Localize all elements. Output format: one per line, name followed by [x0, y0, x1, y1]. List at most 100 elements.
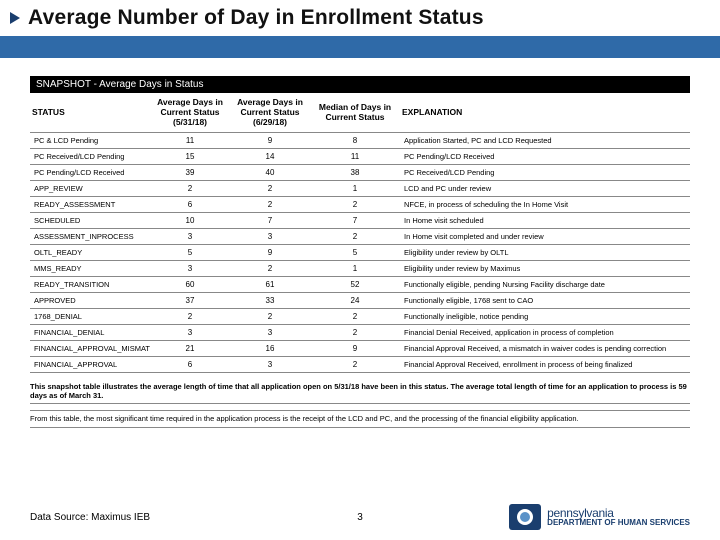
cell-explanation: Functionally ineligible, notice pending: [400, 308, 690, 324]
cell-value: 16: [230, 340, 310, 356]
cell-explanation: Financial Approval Received, enrollment …: [400, 356, 690, 372]
cell-value: 9: [230, 244, 310, 260]
accent-band: [0, 36, 720, 58]
title-arrow-icon: [10, 12, 20, 24]
cell-value: 40: [230, 164, 310, 180]
cell-explanation: Financial Denial Received, application i…: [400, 324, 690, 340]
col-avg-1: Average Days in Current Status (5/31/18): [150, 93, 230, 132]
cell-value: 38: [310, 164, 400, 180]
col-avg-2: Average Days in Current Status (6/29/18): [230, 93, 310, 132]
cell-explanation: Eligibility under review by OLTL: [400, 244, 690, 260]
table-row: PC Pending/LCD Received394038PC Received…: [30, 164, 690, 180]
table-row: APP_REVIEW221LCD and PC under review: [30, 180, 690, 196]
notes-block: This snapshot table illustrates the aver…: [30, 379, 690, 428]
note-detail: From this table, the most significant ti…: [30, 411, 690, 427]
cell-value: 6: [150, 196, 230, 212]
table-body: PC & LCD Pending1198Application Started,…: [30, 132, 690, 372]
cell-value: 2: [310, 196, 400, 212]
cell-status: FINANCIAL_DENIAL: [30, 324, 150, 340]
pa-dhs-logo: pennsylvania DEPARTMENT OF HUMAN SERVICE…: [509, 504, 690, 530]
keystone-icon: [509, 504, 541, 530]
cell-value: 37: [150, 292, 230, 308]
cell-value: 2: [230, 308, 310, 324]
cell-explanation: NFCE, in process of scheduling the In Ho…: [400, 196, 690, 212]
cell-value: 8: [310, 132, 400, 148]
note-spacer: [30, 404, 690, 411]
col-median: Median of Days in Current Status: [310, 93, 400, 132]
title-bar: Average Number of Day in Enrollment Stat…: [0, 0, 720, 34]
cell-status: ASSESSMENT_INPROCESS: [30, 228, 150, 244]
cell-value: 1: [310, 260, 400, 276]
cell-value: 52: [310, 276, 400, 292]
cell-value: 24: [310, 292, 400, 308]
cell-explanation: Eligibility under review by Maximus: [400, 260, 690, 276]
cell-value: 3: [230, 228, 310, 244]
cell-explanation: PC Pending/LCD Received: [400, 148, 690, 164]
cell-value: 2: [310, 308, 400, 324]
cell-value: 14: [230, 148, 310, 164]
table-row: MMS_READY321Eligibility under review by …: [30, 260, 690, 276]
cell-status: APP_REVIEW: [30, 180, 150, 196]
cell-value: 2: [230, 196, 310, 212]
snapshot-header: SNAPSHOT - Average Days in Status: [30, 76, 690, 93]
cell-value: 21: [150, 340, 230, 356]
cell-value: 3: [150, 228, 230, 244]
cell-value: 5: [150, 244, 230, 260]
cell-explanation: Financial Approval Received, a mismatch …: [400, 340, 690, 356]
cell-status: FINANCIAL_APPROVAL_MISMATCH: [30, 340, 150, 356]
cell-value: 2: [230, 260, 310, 276]
cell-status: PC & LCD Pending: [30, 132, 150, 148]
cell-value: 39: [150, 164, 230, 180]
cell-value: 61: [230, 276, 310, 292]
data-source: Data Source: Maximus IEB: [30, 512, 150, 523]
cell-value: 7: [310, 212, 400, 228]
footer: Data Source: Maximus IEB 3 pennsylvania …: [0, 504, 720, 530]
cell-status: MMS_READY: [30, 260, 150, 276]
cell-value: 60: [150, 276, 230, 292]
cell-status: APPROVED: [30, 292, 150, 308]
cell-value: 2: [150, 308, 230, 324]
cell-explanation: PC Received/LCD Pending: [400, 164, 690, 180]
cell-status: SCHEDULED: [30, 212, 150, 228]
table-row: ASSESSMENT_INPROCESS332In Home visit com…: [30, 228, 690, 244]
cell-value: 2: [310, 356, 400, 372]
cell-value: 6: [150, 356, 230, 372]
cell-status: FINANCIAL_APPROVAL: [30, 356, 150, 372]
cell-value: 9: [230, 132, 310, 148]
logo-line-2: DEPARTMENT OF HUMAN SERVICES: [547, 519, 690, 527]
cell-value: 7: [230, 212, 310, 228]
cell-status: PC Received/LCD Pending: [30, 148, 150, 164]
col-explanation: EXPLANATION: [400, 93, 690, 132]
cell-value: 11: [310, 148, 400, 164]
cell-value: 2: [230, 180, 310, 196]
cell-value: 2: [150, 180, 230, 196]
status-table: STATUS Average Days in Current Status (5…: [30, 93, 690, 373]
cell-value: 2: [310, 324, 400, 340]
table-row: OLTL_READY595Eligibility under review by…: [30, 244, 690, 260]
table-header: STATUS Average Days in Current Status (5…: [30, 93, 690, 132]
cell-value: 5: [310, 244, 400, 260]
cell-explanation: Functionally eligible, 1768 sent to CAO: [400, 292, 690, 308]
cell-value: 2: [310, 228, 400, 244]
cell-status: READY_TRANSITION: [30, 276, 150, 292]
cell-value: 9: [310, 340, 400, 356]
cell-value: 3: [150, 324, 230, 340]
table-row: APPROVED373324Functionally eligible, 176…: [30, 292, 690, 308]
cell-explanation: LCD and PC under review: [400, 180, 690, 196]
cell-explanation: Application Started, PC and LCD Requeste…: [400, 132, 690, 148]
cell-value: 1: [310, 180, 400, 196]
cell-value: 11: [150, 132, 230, 148]
cell-explanation: In Home visit completed and under review: [400, 228, 690, 244]
table-row: READY_TRANSITION606152Functionally eligi…: [30, 276, 690, 292]
cell-value: 15: [150, 148, 230, 164]
table-row: READY_ASSESSMENT622NFCE, in process of s…: [30, 196, 690, 212]
table-row: SCHEDULED1077In Home visit scheduled: [30, 212, 690, 228]
cell-value: 33: [230, 292, 310, 308]
note-summary: This snapshot table illustrates the aver…: [30, 379, 690, 405]
cell-value: 3: [150, 260, 230, 276]
cell-status: 1768_DENIAL: [30, 308, 150, 324]
table-row: 1768_DENIAL222Functionally ineligible, n…: [30, 308, 690, 324]
table-row: PC & LCD Pending1198Application Started,…: [30, 132, 690, 148]
cell-status: PC Pending/LCD Received: [30, 164, 150, 180]
cell-explanation: Functionally eligible, pending Nursing F…: [400, 276, 690, 292]
